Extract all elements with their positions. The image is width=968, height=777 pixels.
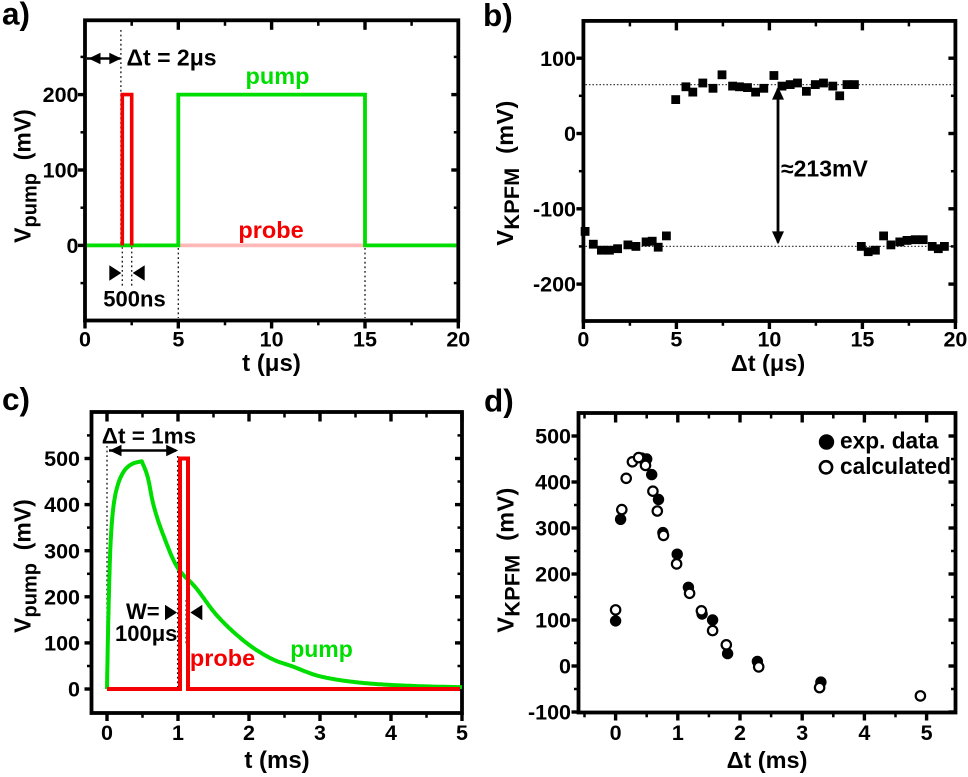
- svg-text:W=: W=: [126, 599, 160, 624]
- svg-text:3: 3: [314, 721, 326, 745]
- svg-text:15: 15: [850, 328, 874, 352]
- svg-text:500: 500: [44, 447, 80, 471]
- svg-text:4: 4: [385, 721, 397, 745]
- svg-text:pump: pump: [290, 636, 353, 662]
- svg-text:15: 15: [353, 328, 377, 352]
- svg-text:t (μs): t (μs): [242, 350, 301, 377]
- svg-text:calculated: calculated: [840, 453, 951, 479]
- svg-text:t (ms): t (ms): [244, 747, 309, 774]
- svg-text:probe: probe: [190, 645, 255, 671]
- svg-text:5: 5: [172, 328, 184, 352]
- svg-text:0: 0: [559, 655, 571, 679]
- svg-text:10: 10: [260, 328, 284, 352]
- svg-text:d): d): [484, 383, 514, 419]
- svg-text:500: 500: [535, 425, 571, 449]
- svg-text:-100: -100: [533, 197, 576, 221]
- svg-text:100: 100: [44, 632, 80, 656]
- svg-text:0: 0: [79, 328, 91, 352]
- svg-text:b): b): [483, 0, 513, 33]
- svg-text:5: 5: [456, 721, 468, 745]
- svg-text:4: 4: [858, 721, 870, 745]
- svg-text:300: 300: [535, 517, 571, 541]
- svg-text:2: 2: [734, 721, 746, 745]
- svg-text:20: 20: [943, 328, 967, 352]
- svg-text:200: 200: [43, 83, 79, 107]
- svg-text:Δt = 1ms: Δt = 1ms: [102, 424, 196, 449]
- svg-text:1: 1: [672, 721, 684, 745]
- svg-text:Δt (μs): Δt (μs): [731, 350, 805, 376]
- svg-text:200: 200: [44, 585, 80, 609]
- svg-text:0: 0: [101, 721, 113, 745]
- svg-text:10: 10: [757, 328, 781, 352]
- svg-text:0: 0: [564, 122, 576, 146]
- svg-text:Δt (ms): Δt (ms): [727, 747, 808, 773]
- svg-text:exp. data: exp. data: [840, 428, 939, 454]
- svg-text:20: 20: [446, 328, 470, 352]
- svg-text:≈213mV: ≈213mV: [781, 156, 868, 182]
- svg-text:0: 0: [68, 678, 80, 702]
- svg-text:100: 100: [540, 47, 576, 71]
- svg-text:0: 0: [610, 721, 622, 745]
- svg-text:0: 0: [577, 328, 589, 352]
- svg-text:200: 200: [535, 563, 571, 587]
- svg-text:3: 3: [796, 721, 808, 745]
- svg-text:c): c): [2, 381, 30, 417]
- svg-text:400: 400: [44, 493, 80, 517]
- svg-text:300: 300: [44, 539, 80, 563]
- svg-text:5: 5: [670, 328, 682, 352]
- svg-text:100: 100: [535, 609, 571, 633]
- svg-text:500ns: 500ns: [103, 287, 165, 312]
- svg-text:pump: pump: [246, 63, 310, 89]
- svg-text:a): a): [2, 0, 30, 31]
- svg-text:-200: -200: [533, 273, 576, 297]
- svg-text:1: 1: [172, 721, 184, 745]
- svg-text:100μs: 100μs: [115, 621, 177, 646]
- svg-text:400: 400: [535, 471, 571, 495]
- svg-text:-100: -100: [528, 701, 571, 725]
- svg-text:0: 0: [67, 234, 79, 258]
- svg-text:2: 2: [243, 721, 255, 745]
- svg-text:100: 100: [43, 159, 79, 183]
- svg-text:probe: probe: [238, 217, 303, 243]
- svg-text:5: 5: [921, 721, 933, 745]
- svg-text:Δt = 2μs: Δt = 2μs: [127, 44, 217, 70]
